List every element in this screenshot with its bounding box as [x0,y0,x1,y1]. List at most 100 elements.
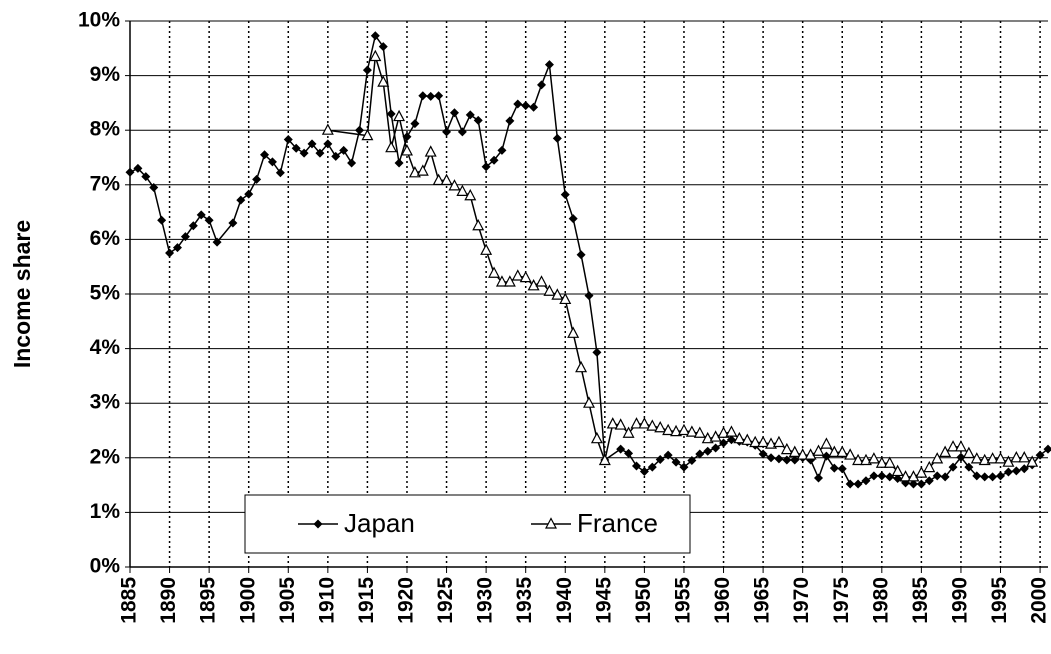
marker [970,452,983,464]
marker [719,438,729,448]
marker [400,144,413,156]
marker [495,275,508,287]
marker [893,474,903,484]
y-axis-title: Income share [9,220,35,368]
marker [725,425,738,437]
legend-label: Japan [344,508,415,538]
marker [639,466,649,476]
x-tick-label: 1900 [236,577,259,624]
marker [133,163,143,173]
marker [583,396,595,408]
marker [385,140,398,153]
marker [236,195,246,205]
marker [962,446,975,459]
marker [693,426,706,438]
x-tick-label: 1890 [157,577,180,624]
marker [141,172,151,182]
marker [1003,467,1013,477]
marker [323,139,333,149]
marker [434,91,444,101]
marker [796,448,809,460]
marker [655,454,665,464]
marker [766,453,776,463]
marker [552,133,562,143]
x-tick-label: 1955 [672,577,695,624]
marker [442,127,452,137]
marker [260,150,270,160]
marker [923,460,936,473]
marker [560,190,570,200]
marker [875,456,888,468]
marker [418,91,428,101]
marker [505,116,515,126]
x-tick-label: 1960 [711,577,734,624]
marker [758,449,768,459]
marker [883,456,896,468]
marker [472,218,485,231]
marker [711,443,721,453]
marker [821,451,831,461]
marker [701,431,714,444]
marker [488,266,501,278]
marker [480,243,493,255]
marker [410,119,420,129]
marker [1018,451,1031,463]
y-tick-label: 0% [90,555,121,578]
marker [772,435,785,448]
marker [947,440,960,452]
marker [836,445,849,457]
legend-marker [545,517,557,529]
marker [924,476,934,486]
marker [529,102,539,112]
marker [986,452,999,464]
x-tick-label: 1950 [632,577,655,624]
marker [559,292,572,305]
marker [877,471,887,481]
marker [576,250,586,260]
marker [709,430,722,442]
y-tick-label: 3% [90,391,121,414]
marker [940,472,950,482]
marker [465,110,475,120]
marker [677,423,690,436]
marker [741,433,754,445]
marker [180,232,190,242]
marker [544,60,554,70]
marker [988,472,998,482]
marker [631,461,641,471]
marker [204,215,214,225]
marker [362,65,372,75]
marker [837,464,847,474]
marker [393,109,406,122]
marker [844,448,857,460]
y-tick-label: 9% [90,63,121,86]
marker [369,49,382,62]
legend-label: France [577,508,658,538]
marker [331,151,341,161]
marker [347,158,357,168]
marker [861,476,871,486]
legend-marker [313,519,323,529]
marker [196,210,206,220]
x-tick-label: 1920 [395,577,418,624]
marker [527,279,540,291]
marker [440,173,453,186]
marker [456,184,469,196]
marker [157,215,167,225]
marker [252,174,262,184]
marker [994,452,1007,464]
marker [424,145,437,157]
marker [1011,466,1021,476]
marker [606,417,619,429]
marker [679,462,689,472]
marker [670,424,683,437]
marker [915,466,928,478]
marker [916,479,926,489]
marker [457,127,467,137]
x-tick-label: 1930 [474,577,497,624]
marker [188,221,198,231]
y-tick-label: 6% [90,227,121,250]
x-tick-label: 1975 [830,577,853,624]
marker [852,453,865,466]
